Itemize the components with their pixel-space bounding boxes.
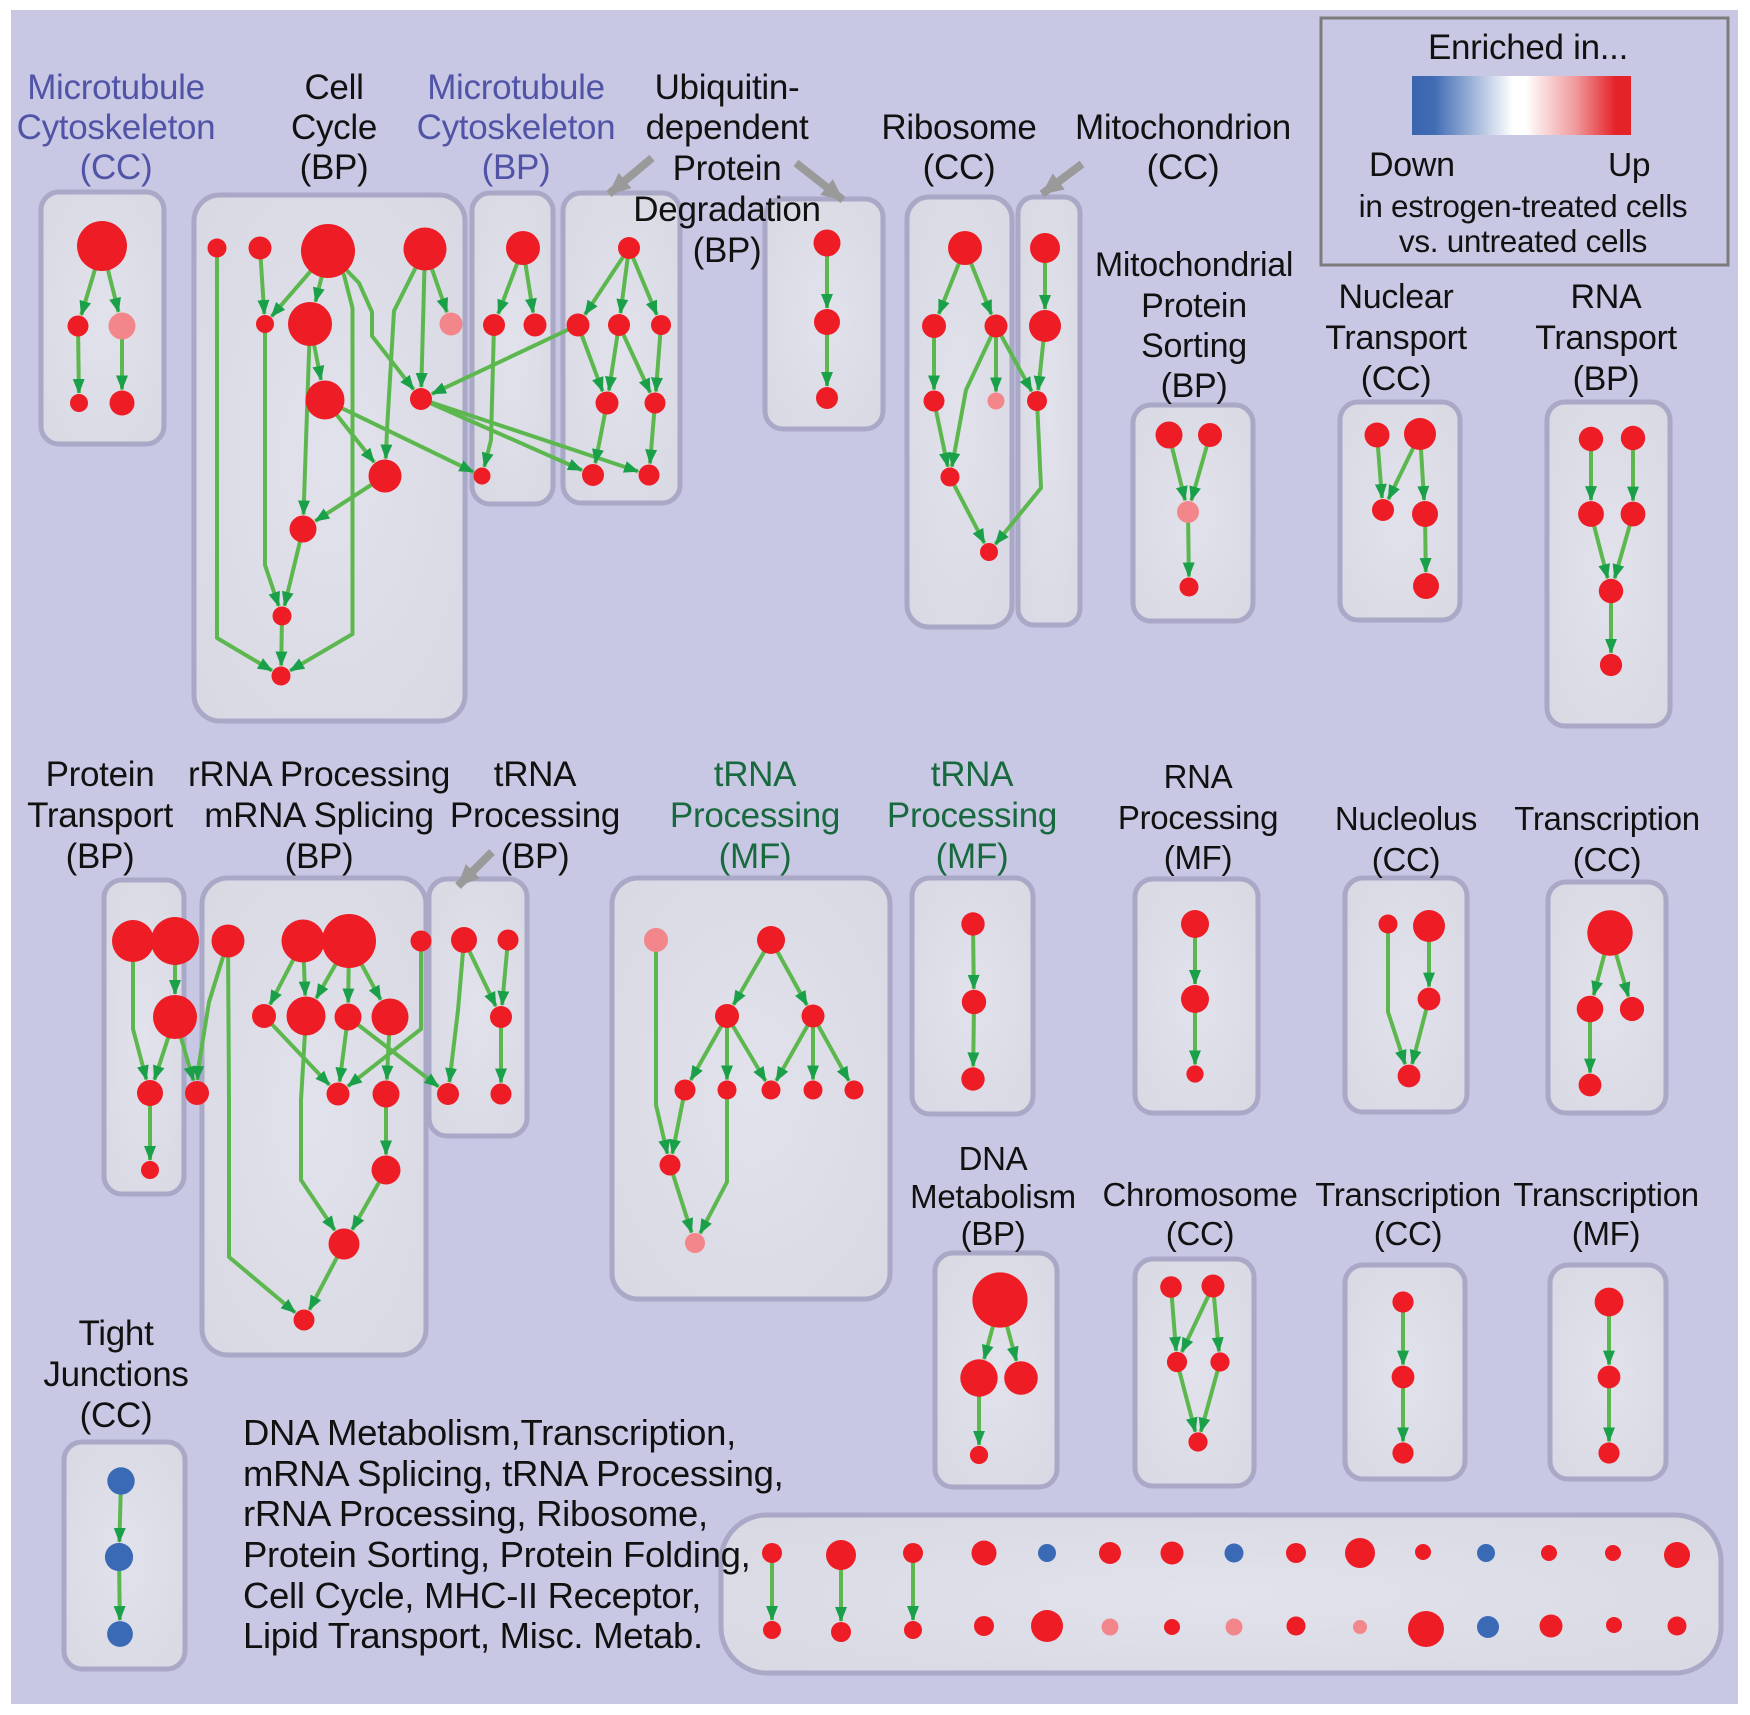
svg-text:Ubiquitin-: Ubiquitin- (655, 68, 800, 107)
svg-text:Chromosome: Chromosome (1102, 1176, 1297, 1213)
svg-text:Transcription: Transcription (1513, 1176, 1699, 1213)
svg-text:Ribosome: Ribosome (881, 108, 1036, 147)
svg-text:tRNA: tRNA (494, 755, 577, 794)
svg-text:DNA: DNA (959, 1140, 1028, 1177)
svg-text:Transcription: Transcription (1315, 1176, 1501, 1213)
svg-text:Protein: Protein (1141, 287, 1247, 325)
svg-text:Cycle: Cycle (291, 108, 377, 147)
svg-text:Mitochondrial: Mitochondrial (1095, 246, 1293, 284)
svg-text:Transport: Transport (1535, 319, 1677, 357)
svg-text:dependent: dependent (646, 108, 809, 147)
svg-text:(CC): (CC) (923, 148, 996, 187)
svg-text:Degradation: Degradation (633, 190, 820, 229)
svg-text:Microtubule: Microtubule (427, 68, 605, 107)
svg-text:Transport: Transport (1325, 319, 1467, 357)
svg-text:Cell Cycle, MHC-II Receptor,: Cell Cycle, MHC-II Receptor, (243, 1575, 701, 1616)
svg-text:(CC): (CC) (80, 148, 153, 187)
svg-text:Cell: Cell (304, 68, 363, 107)
svg-text:mRNA Splicing, tRNA Processing: mRNA Splicing, tRNA Processing, (243, 1453, 783, 1494)
svg-text:Nucleolus: Nucleolus (1335, 800, 1477, 837)
svg-text:(BP): (BP) (501, 837, 570, 876)
svg-text:RNA: RNA (1164, 758, 1233, 795)
svg-text:Sorting: Sorting (1141, 327, 1247, 365)
svg-text:(BP): (BP) (482, 148, 551, 187)
svg-text:Protein: Protein (46, 755, 155, 794)
svg-text:mRNA Splicing: mRNA Splicing (204, 796, 434, 835)
svg-text:DNA Metabolism,Transcription,: DNA Metabolism,Transcription, (243, 1412, 736, 1453)
svg-text:(BP): (BP) (1161, 367, 1228, 405)
svg-text:Lipid Transport, Misc. Metab.: Lipid Transport, Misc. Metab. (243, 1615, 703, 1656)
svg-text:vs. untreated cells: vs. untreated cells (1399, 223, 1647, 259)
svg-text:Tight: Tight (78, 1314, 154, 1353)
svg-text:Processing: Processing (450, 796, 620, 835)
svg-text:Protein: Protein (673, 149, 782, 188)
svg-text:Transcription: Transcription (1514, 800, 1700, 837)
svg-text:Protein Sorting, Protein Foldi: Protein Sorting, Protein Folding, (243, 1534, 750, 1575)
svg-text:Mitochondrion: Mitochondrion (1075, 108, 1291, 147)
svg-text:(CC): (CC) (80, 1396, 153, 1435)
svg-text:Junctions: Junctions (43, 1355, 188, 1394)
svg-text:(MF): (MF) (719, 837, 792, 876)
svg-text:tRNA: tRNA (931, 755, 1014, 794)
svg-text:Nuclear: Nuclear (1338, 278, 1453, 316)
svg-text:RNA: RNA (1571, 278, 1643, 316)
svg-text:Enriched in...: Enriched in... (1428, 28, 1628, 67)
svg-text:Up: Up (1608, 147, 1650, 184)
svg-text:(BP): (BP) (285, 837, 354, 876)
svg-text:rRNA Processing, Ribosome,: rRNA Processing, Ribosome, (243, 1493, 708, 1534)
svg-text:(CC): (CC) (1166, 1215, 1234, 1252)
svg-text:(BP): (BP) (1573, 360, 1640, 398)
svg-text:(MF): (MF) (1572, 1215, 1640, 1252)
svg-text:Metabolism: Metabolism (910, 1178, 1076, 1215)
svg-text:(CC): (CC) (1372, 841, 1440, 878)
svg-text:Cytoskeleton: Cytoskeleton (417, 108, 616, 147)
svg-text:Cytoskeleton: Cytoskeleton (17, 108, 216, 147)
svg-text:(CC): (CC) (1374, 1215, 1442, 1252)
svg-text:(MF): (MF) (936, 837, 1009, 876)
svg-text:(CC): (CC) (1147, 148, 1220, 187)
svg-text:Microtubule: Microtubule (27, 68, 205, 107)
svg-text:(MF): (MF) (1164, 839, 1232, 876)
svg-text:(CC): (CC) (1573, 841, 1641, 878)
svg-text:(BP): (BP) (693, 231, 762, 270)
svg-text:(CC): (CC) (1361, 360, 1432, 398)
svg-text:Processing: Processing (1118, 799, 1278, 836)
svg-text:(BP): (BP) (300, 148, 369, 187)
svg-text:tRNA: tRNA (714, 755, 797, 794)
svg-text:in estrogen-treated cells: in estrogen-treated cells (1359, 188, 1688, 224)
svg-text:Transport: Transport (27, 796, 173, 835)
svg-text:(BP): (BP) (66, 837, 135, 876)
svg-text:Processing: Processing (670, 796, 840, 835)
svg-text:(BP): (BP) (961, 1215, 1026, 1252)
svg-text:Processing: Processing (887, 796, 1057, 835)
svg-text:rRNA Processing: rRNA Processing (188, 755, 450, 794)
svg-text:Down: Down (1369, 146, 1455, 184)
